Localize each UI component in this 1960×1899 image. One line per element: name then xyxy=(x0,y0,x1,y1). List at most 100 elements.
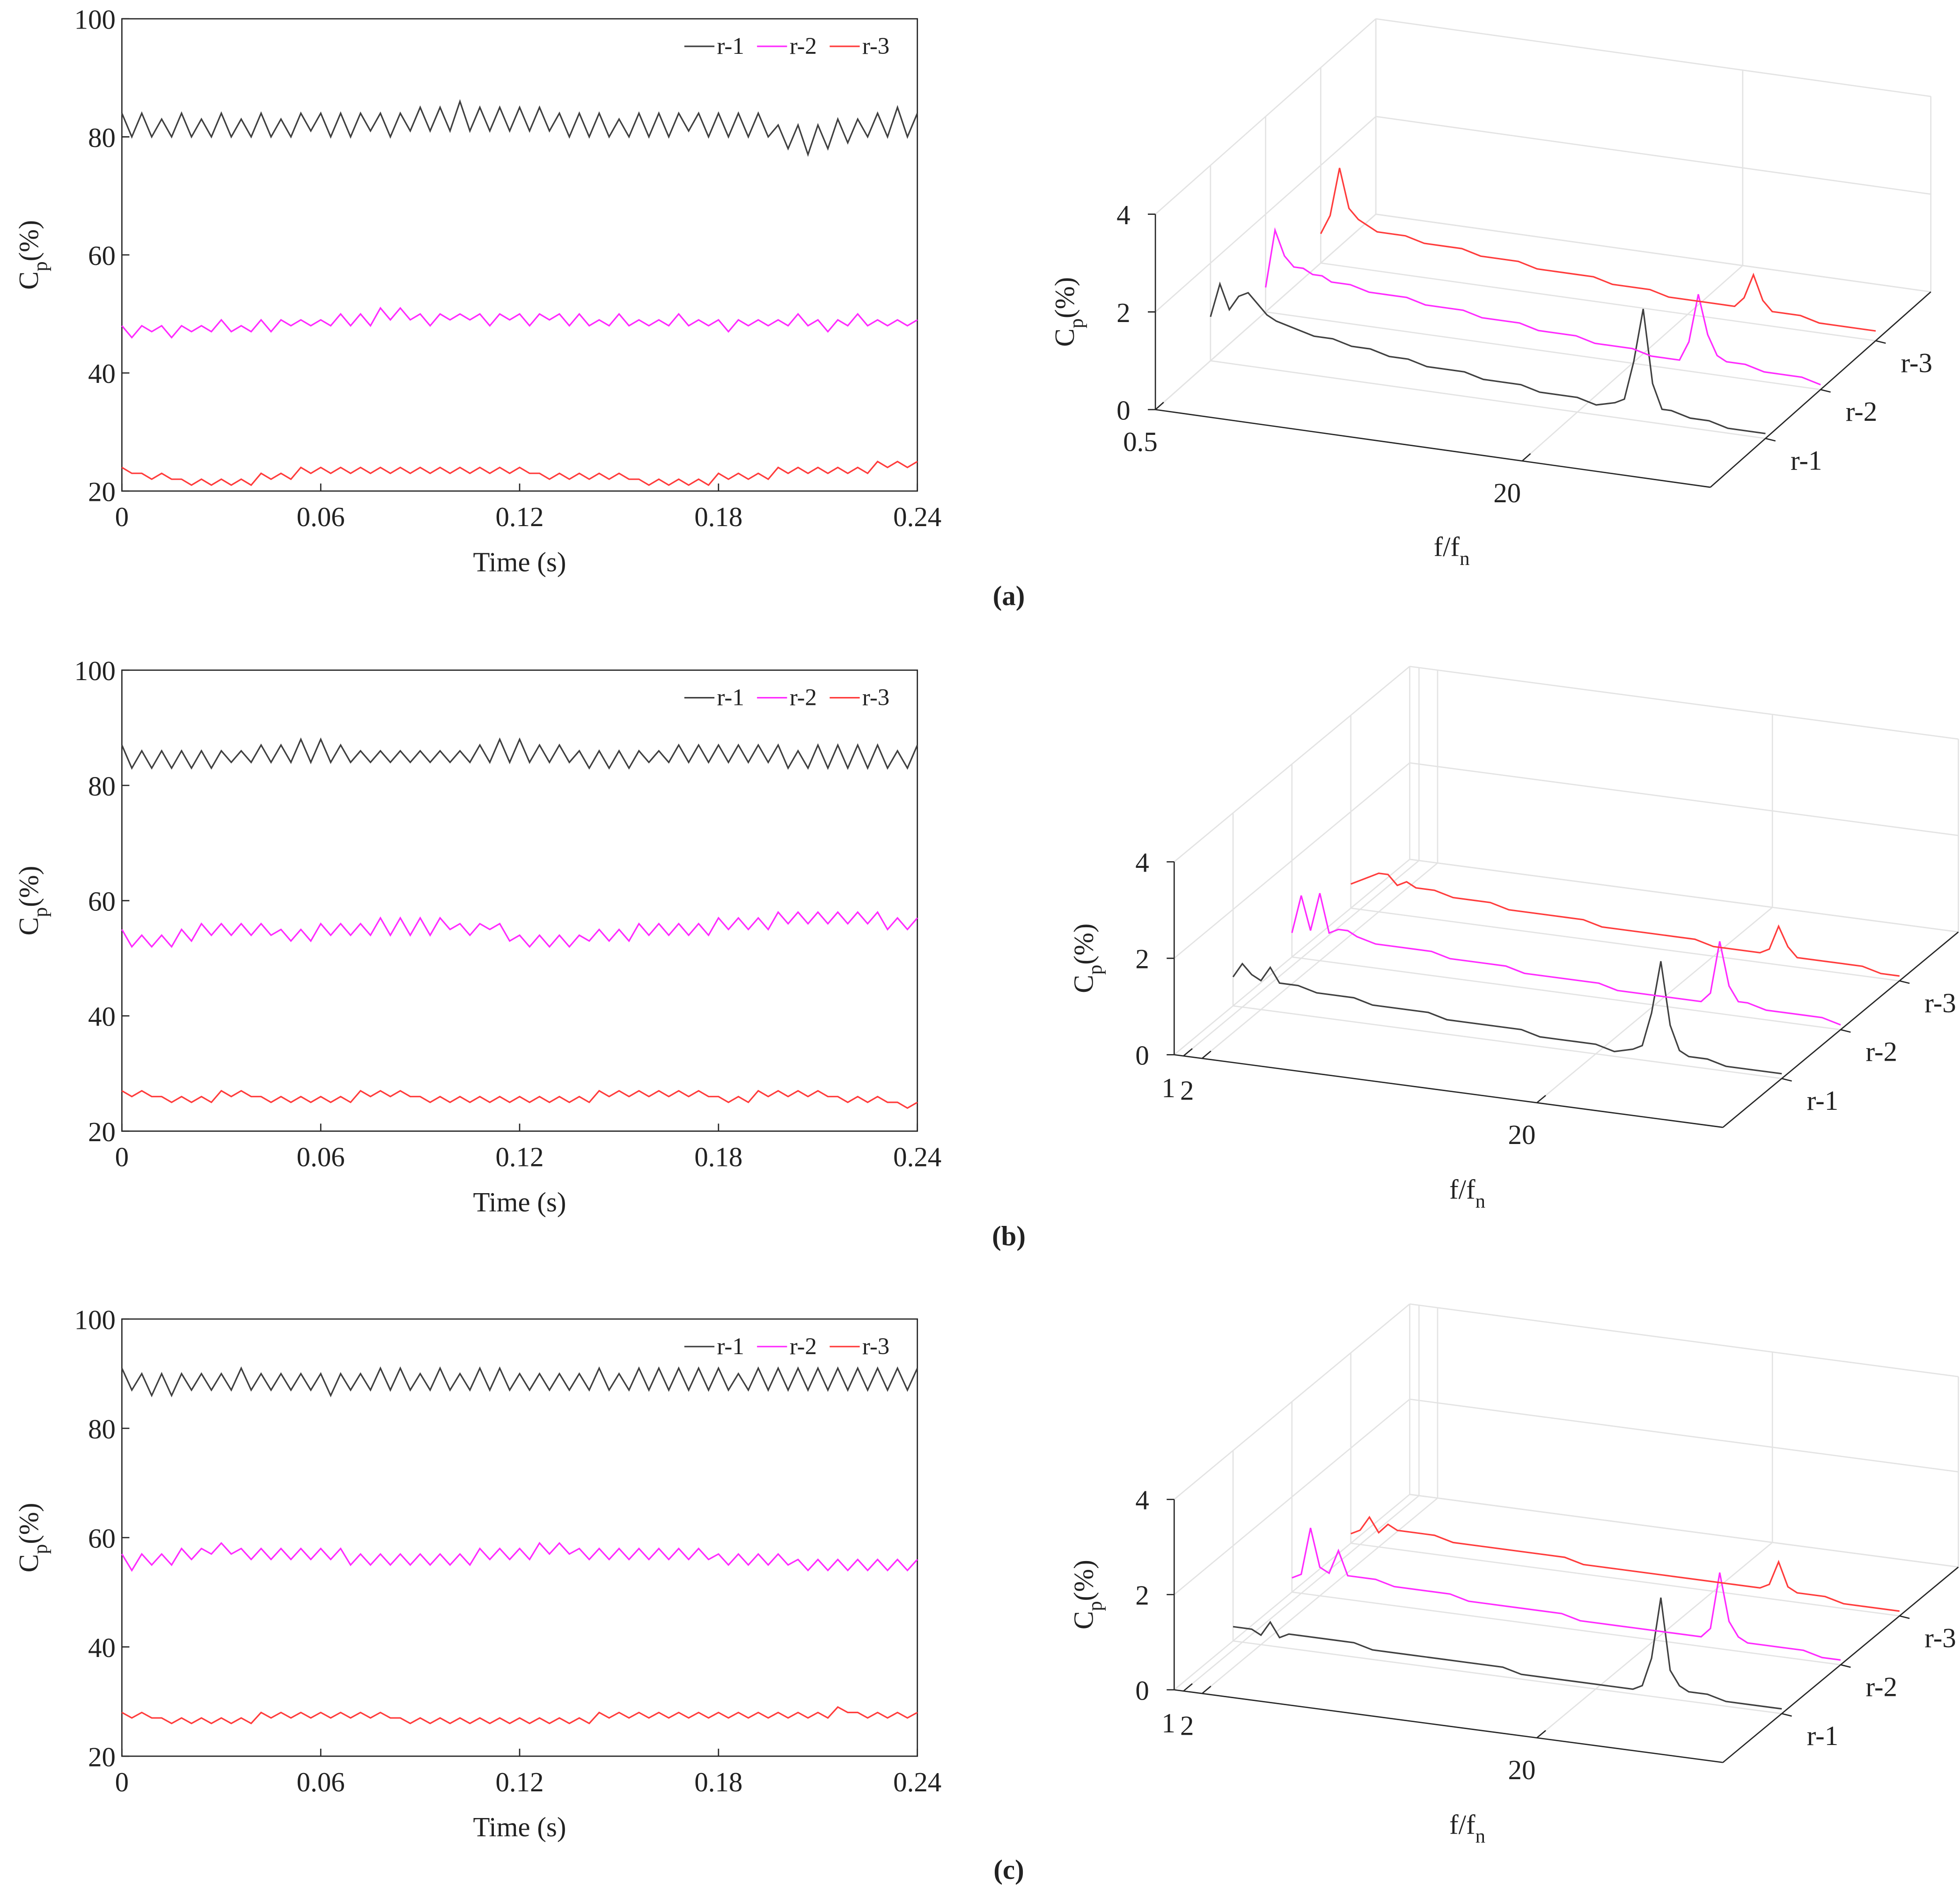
x-axis-label: Time (s) xyxy=(473,547,566,577)
spectrum-line xyxy=(1265,227,1821,386)
x-tick-label: 0.12 xyxy=(496,502,544,532)
x-tick-label: 2 xyxy=(1180,1710,1194,1741)
depth-tick-label: r-1 xyxy=(1807,1085,1838,1116)
spectrum-line xyxy=(1232,961,1782,1075)
series-line xyxy=(121,1541,918,1572)
depth-grid-line xyxy=(1351,907,1900,982)
x-axis-label-part: n xyxy=(1476,1826,1485,1848)
depth-tick xyxy=(1840,1664,1851,1668)
z-tick-label: 4 xyxy=(1116,200,1130,230)
x-tick-label: 0.24 xyxy=(893,502,941,532)
x-tick-label: 20 xyxy=(1508,1755,1536,1785)
spectrum-line xyxy=(1351,1516,1900,1612)
depth-tick-label: r-1 xyxy=(1807,1721,1838,1751)
z-tick-label: 4 xyxy=(1135,1485,1149,1516)
x-axis-label: Time (s) xyxy=(473,1812,566,1842)
y-axis-label-part: C xyxy=(14,271,44,290)
depth-grid-line xyxy=(1233,1640,1782,1715)
legend-label: r-3 xyxy=(862,33,889,59)
depth-tick xyxy=(1781,1713,1792,1717)
x-tick-label: 0.18 xyxy=(694,1142,742,1172)
panel-label: (c) xyxy=(993,1855,1024,1885)
grid-line xyxy=(1409,1398,1959,1473)
spectrum-line xyxy=(1351,873,1900,977)
depth-tick xyxy=(1899,980,1910,984)
depth-tick xyxy=(1875,340,1886,344)
depth-tick-label: r-1 xyxy=(1791,446,1822,476)
legend-label: r-2 xyxy=(790,684,817,711)
z-axis-label: Cp(%) xyxy=(1068,924,1106,993)
z-tick-label: 2 xyxy=(1116,298,1130,328)
z-axis-label-part: C xyxy=(1050,329,1080,347)
x-tick-label: 2 xyxy=(1180,1075,1194,1106)
spectrum-line xyxy=(1210,281,1766,434)
legend-label: r-3 xyxy=(862,684,889,711)
z-tick-label: 0 xyxy=(1135,1041,1149,1071)
x-tick-label: 0.5 xyxy=(1123,426,1158,457)
y-axis-label-part: p xyxy=(29,1544,51,1554)
y-tick-label: 20 xyxy=(88,1742,116,1772)
y-tick-label: 40 xyxy=(88,1633,116,1663)
grid-line xyxy=(1409,1303,1959,1378)
spectrum-line xyxy=(1233,1597,1782,1710)
legend-label: r-3 xyxy=(862,1333,889,1359)
depth-tick xyxy=(1820,389,1831,393)
z-axis-label-part: p xyxy=(1084,965,1106,975)
x-tick-label: 1 xyxy=(1161,1073,1175,1103)
depth-grid-line xyxy=(1210,360,1766,439)
x-tick-label: 0.18 xyxy=(694,502,742,532)
legend-label: r-2 xyxy=(790,1333,817,1359)
x-axis xyxy=(1174,1054,1723,1128)
x-tick xyxy=(1155,402,1164,411)
depth-grid-line xyxy=(1351,1542,1900,1617)
x-tick-label: 0.18 xyxy=(694,1767,742,1797)
x-axis-label: f/fn xyxy=(1449,1174,1485,1212)
box-edge xyxy=(1375,213,1931,293)
z-tick-label: 2 xyxy=(1135,944,1149,975)
depth-tick-label: r-2 xyxy=(1866,1037,1897,1067)
depth-tick-label: r-3 xyxy=(1901,348,1932,378)
z-axis-label: Cp(%) xyxy=(1050,277,1087,347)
x-tick-label: 0.24 xyxy=(893,1142,941,1172)
x-tick xyxy=(1536,1095,1546,1103)
x-axis-label-part: f/f xyxy=(1449,1174,1476,1205)
series-line xyxy=(121,1366,918,1398)
y-axis-label-part: C xyxy=(14,1554,44,1572)
x-axis-label: Time (s) xyxy=(473,1187,566,1217)
series-line xyxy=(121,1090,918,1109)
x-tick xyxy=(1521,453,1531,462)
x-tick-label: 20 xyxy=(1508,1120,1536,1150)
x-axis-label: f/fn xyxy=(1449,1810,1485,1848)
x-tick-label: 0.06 xyxy=(297,1142,345,1172)
series-line xyxy=(121,1706,918,1724)
x-axis-label: f/fn xyxy=(1434,532,1470,570)
x-tick xyxy=(1536,1730,1546,1738)
plot-frame xyxy=(121,18,918,492)
y-axis-label-part: p xyxy=(29,261,51,271)
series-line xyxy=(121,910,918,948)
z-axis-label-part: C xyxy=(1068,1611,1099,1629)
y-axis-label-part: (%) xyxy=(14,1503,44,1544)
x-axis-label-part: n xyxy=(1476,1190,1485,1212)
y-tick-label: 80 xyxy=(88,771,116,801)
z-axis-label-part: C xyxy=(1068,975,1099,993)
legend-label: r-1 xyxy=(717,33,744,59)
depth-grid-line xyxy=(1321,262,1876,342)
y-tick-label: 60 xyxy=(88,1523,116,1554)
series-line xyxy=(121,99,918,157)
z-axis-label-part: (%) xyxy=(1068,1560,1099,1601)
y-axis-label-part: (%) xyxy=(14,220,44,261)
depth-grid-line xyxy=(1265,311,1821,390)
x-tick-label: 0 xyxy=(115,1767,129,1797)
y-tick-label: 40 xyxy=(88,1002,116,1032)
y-tick-label: 100 xyxy=(74,656,116,686)
depth-tick-label: r-3 xyxy=(1924,1623,1956,1653)
depth-tick xyxy=(1899,1615,1910,1619)
x-tick-label: 0.06 xyxy=(297,502,345,532)
y-axis-label-part: (%) xyxy=(14,866,44,907)
x-tick-label: 0.12 xyxy=(496,1767,544,1797)
series-line xyxy=(121,307,918,339)
y-axis-label: Cp(%) xyxy=(14,220,51,290)
plot-frame xyxy=(121,1318,918,1757)
x-tick-label: 0.12 xyxy=(496,1142,544,1172)
